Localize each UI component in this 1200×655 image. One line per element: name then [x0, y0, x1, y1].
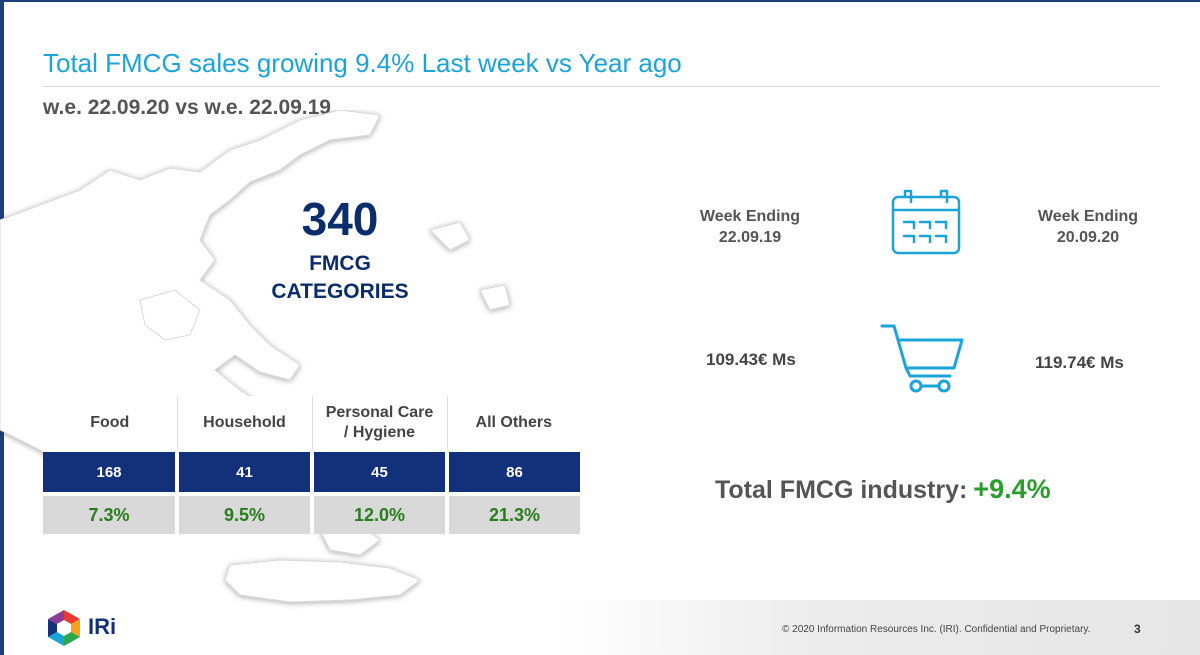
header-food: Food: [43, 396, 177, 451]
slide-subtitle: w.e. 22.09.20 vs w.e. 22.09.19: [43, 96, 331, 119]
total-label: Total FMCG industry:: [715, 476, 968, 504]
week-ending-previous: Week Ending 22.09.19: [690, 206, 810, 248]
category-table: Food Household Personal Care / Hygiene A…: [43, 396, 580, 534]
week-ending-previous-label: Week Ending: [699, 208, 801, 225]
growth-personal-care: 12.0%: [310, 492, 447, 534]
header-personal-care-text: Personal Care / Hygiene: [325, 404, 434, 441]
sales-previous: 109.43€ Ms: [706, 350, 796, 369]
week-ending-current-date: 20.09.20: [1056, 229, 1120, 246]
greece-map-background: [0, 110, 511, 603]
header-all-others: All Others: [446, 396, 580, 451]
week-ending-current: Week Ending 20.09.20: [1028, 206, 1148, 248]
week-ending-current-label: Week Ending: [1037, 208, 1139, 225]
top-border: [0, 0, 1200, 2]
category-growth-row: 7.3% 9.5% 12.0% 21.3%: [43, 492, 580, 534]
category-label-line2: CATEGORIES: [271, 280, 409, 303]
category-header-row: Food Household Personal Care / Hygiene A…: [43, 396, 580, 451]
header-personal-care: Personal Care / Hygiene: [311, 396, 447, 451]
count-personal-care: 45: [310, 450, 447, 494]
growth-food: 7.3%: [43, 492, 177, 534]
iri-logo: [48, 610, 80, 646]
week-ending-previous-date: 22.09.19: [718, 229, 782, 246]
category-count: 340: [301, 193, 379, 245]
growth-all-others: 21.3%: [445, 492, 580, 534]
header-household: Household: [176, 396, 312, 451]
sales-current: 119.74€ Ms: [1035, 353, 1124, 372]
total-industry-growth: Total FMCG industry: +9.4%: [715, 474, 1051, 505]
footer-band: [560, 600, 1200, 655]
total-value: +9.4%: [973, 474, 1051, 504]
category-count-label: FMCG CATEGORIES: [240, 250, 440, 306]
category-count-row: 168 41 45 86: [43, 450, 580, 494]
growth-household: 9.5%: [175, 492, 312, 534]
calendar-icon: [891, 189, 961, 255]
slide-title: Total FMCG sales growing 9.4% Last week …: [43, 48, 682, 78]
title-divider: [43, 86, 1160, 87]
shopping-cart-icon: [880, 324, 964, 393]
iri-logo-text: IRi: [88, 614, 117, 639]
count-all-others: 86: [445, 450, 580, 494]
copyright-notice: © 2020 Information Resources Inc. (IRI).…: [782, 624, 1091, 635]
count-food: 168: [43, 450, 177, 494]
category-label-line1: FMCG: [309, 252, 371, 275]
count-household: 41: [175, 450, 312, 494]
page-number: 3: [1134, 622, 1141, 636]
